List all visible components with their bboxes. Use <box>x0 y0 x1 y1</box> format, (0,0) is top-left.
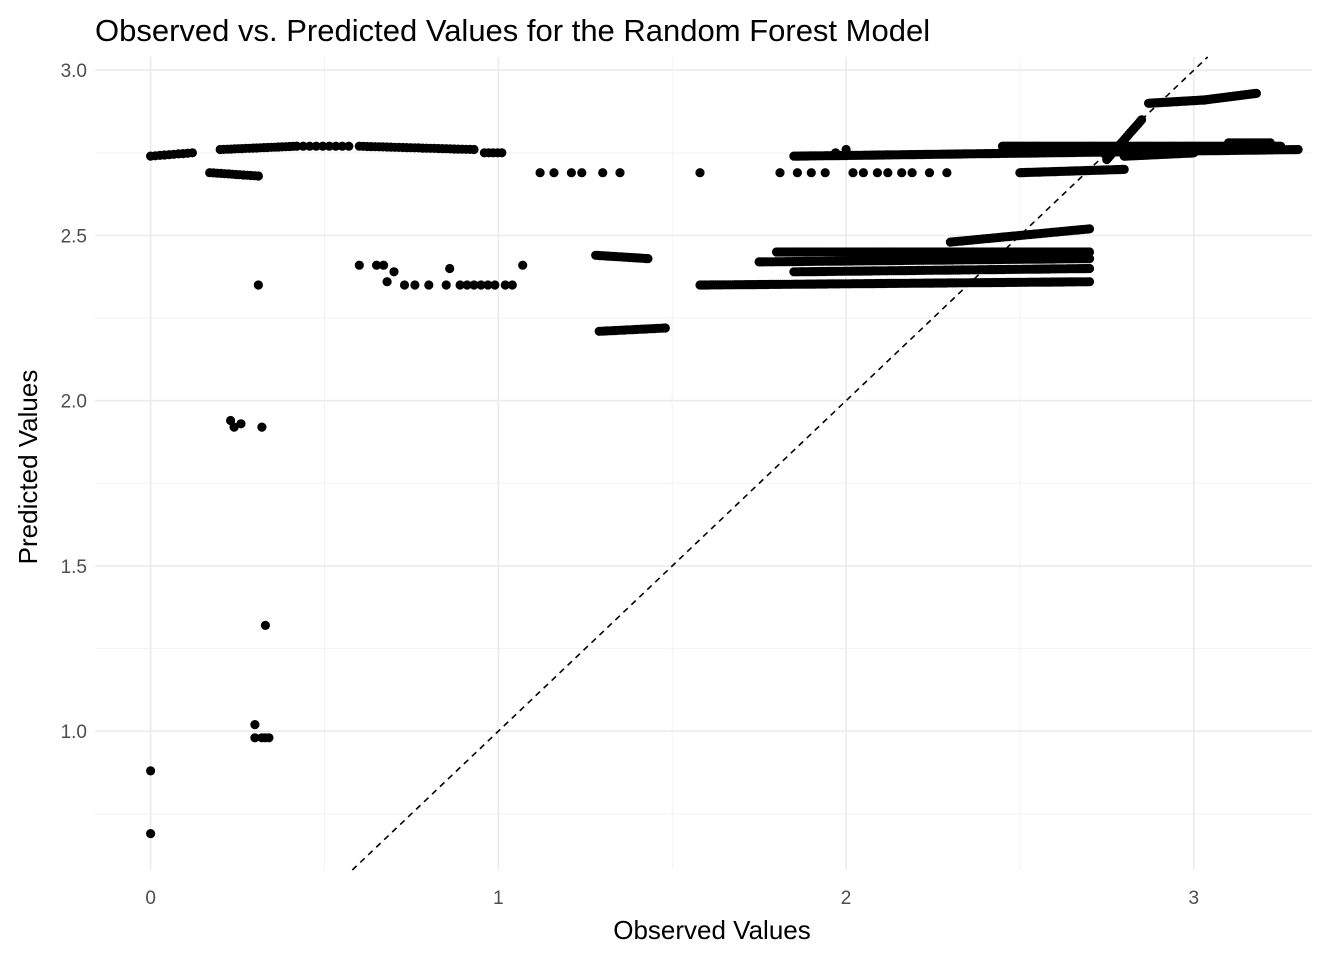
data-point <box>331 141 341 151</box>
data-point <box>324 141 334 151</box>
data-point <box>566 168 577 178</box>
data-point <box>379 260 389 270</box>
data-point <box>848 168 858 178</box>
data-point <box>354 260 364 270</box>
points-layer <box>146 88 1303 839</box>
data-point <box>469 280 479 290</box>
data-point <box>250 720 260 730</box>
data-point <box>253 280 263 290</box>
y-tick-label: 3.0 <box>61 61 87 82</box>
tick-label-layer: 0 1 2 3 1.0 1.5 2.0 2.5 3.0 <box>61 61 1199 909</box>
data-point <box>775 168 785 178</box>
data-point <box>382 277 392 287</box>
data-point <box>229 422 239 432</box>
data-point <box>410 280 420 290</box>
x-tick-label: 0 <box>145 888 156 909</box>
data-point <box>298 141 308 151</box>
data-point <box>311 141 321 151</box>
x-axis-title: Observed Values <box>613 915 811 945</box>
data-point <box>1084 224 1095 234</box>
data-point <box>1084 277 1095 287</box>
data-point <box>883 168 893 178</box>
data-point <box>260 620 270 631</box>
data-point <box>924 168 935 178</box>
y-tick-label: 1.5 <box>61 557 87 578</box>
data-point <box>577 168 587 178</box>
data-point <box>507 280 517 290</box>
data-point <box>643 254 653 264</box>
data-point <box>1119 164 1129 174</box>
data-point <box>615 168 625 178</box>
data-point <box>445 263 455 274</box>
data-point <box>490 280 500 290</box>
data-point <box>424 280 434 290</box>
data-point <box>872 168 883 178</box>
data-point <box>372 260 382 270</box>
data-point <box>500 280 510 290</box>
y-tick-label: 2.0 <box>61 392 87 413</box>
reference-line-layer <box>351 56 1209 871</box>
data-point <box>399 280 410 290</box>
data-point <box>318 141 328 151</box>
data-point <box>146 829 156 839</box>
data-point <box>598 168 608 178</box>
data-point <box>344 141 354 151</box>
x-tick-label: 3 <box>1188 888 1199 909</box>
data-point <box>695 168 705 178</box>
data-point <box>806 168 816 178</box>
data-point <box>549 168 559 178</box>
data-point <box>792 168 803 178</box>
data-point <box>146 766 156 776</box>
chart-title: Observed vs. Predicted Values for the Ra… <box>95 13 930 48</box>
data-point <box>1276 141 1286 151</box>
data-point <box>1251 88 1261 98</box>
data-point <box>660 323 670 333</box>
data-point <box>858 168 869 178</box>
data-point <box>1189 148 1199 158</box>
y-tick-label: 2.5 <box>61 226 87 247</box>
data-point <box>897 168 907 178</box>
data-point <box>305 141 315 151</box>
data-point <box>907 168 917 178</box>
data-point <box>389 267 399 277</box>
data-point <box>257 422 267 432</box>
data-point <box>497 148 507 158</box>
data-point <box>1137 115 1147 125</box>
data-point <box>253 171 263 181</box>
data-point <box>337 141 347 151</box>
data-point <box>535 168 545 178</box>
grid-layer <box>95 57 1312 870</box>
data-point <box>1293 144 1303 155</box>
data-point <box>518 260 528 270</box>
data-point <box>187 148 197 158</box>
x-tick-label: 2 <box>841 888 852 909</box>
data-point <box>1265 138 1275 148</box>
data-point <box>250 733 260 743</box>
x-tick-label: 1 <box>493 888 504 909</box>
identity-reference-line <box>351 56 1209 871</box>
data-point <box>292 141 302 151</box>
data-point <box>236 419 246 429</box>
data-point <box>483 280 493 290</box>
data-point <box>264 733 274 743</box>
data-point <box>462 280 472 290</box>
data-point <box>1084 263 1095 274</box>
data-point <box>942 168 952 178</box>
data-point <box>820 168 830 178</box>
data-point <box>455 280 465 290</box>
data-point <box>441 280 451 290</box>
data-point <box>1084 247 1095 257</box>
data-point <box>476 280 486 290</box>
data-point <box>469 144 479 155</box>
y-tick-label: 1.0 <box>61 722 87 743</box>
y-axis-title: Predicted Values <box>13 370 43 565</box>
